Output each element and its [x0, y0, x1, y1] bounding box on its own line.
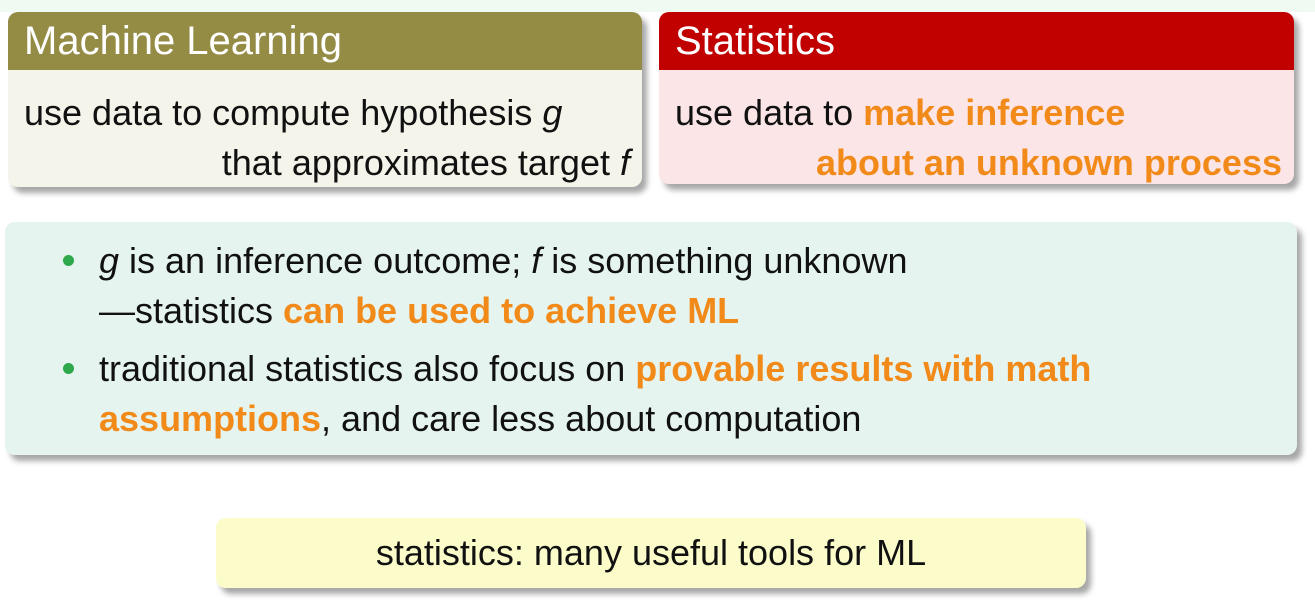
bullet1-highlight: can be used to achieve ML	[283, 290, 740, 331]
stat-definition-line-1: use data to make inference	[675, 88, 1294, 138]
bullet2-text-2: , and care less about computation	[321, 398, 862, 439]
stat-definition-line-2: about an unknown process	[675, 138, 1294, 184]
stat-line1-text: use data to	[675, 92, 864, 133]
machine-learning-title: Machine Learning	[8, 12, 642, 70]
list-item: traditional statistics also focus on pro…	[63, 344, 1297, 444]
list-item: g is an inference outcome; f is somethin…	[63, 236, 1297, 336]
notes-list: g is an inference outcome; f is somethin…	[5, 222, 1297, 444]
bullet1-text-2: is something unknown	[541, 240, 908, 281]
comparison-notes-block: g is an inference outcome; f is somethin…	[5, 222, 1297, 455]
bullet1-text-1: is an inference outcome;	[119, 240, 532, 281]
bullet2-text-1: traditional statistics also focus on	[99, 348, 636, 389]
bullet-dot-icon	[63, 363, 74, 374]
target-variable: f	[619, 142, 630, 183]
target-variable: f	[531, 240, 542, 281]
ml-line1-text: use data to compute hypothesis	[24, 92, 543, 133]
bullet-dot-icon	[63, 255, 74, 266]
statistics-definition: use data to make inference about an unkn…	[659, 70, 1294, 184]
machine-learning-block: Machine Learning use data to compute hyp…	[8, 12, 642, 187]
statistics-title: Statistics	[659, 12, 1294, 70]
ml-definition-line-2: that approximates target f	[24, 138, 642, 187]
ml-definition-line-1: use data to compute hypothesis g	[24, 88, 642, 138]
bullet2-highlight: provable results with math assumptions	[99, 348, 1092, 439]
machine-learning-definition: use data to compute hypothesis g that ap…	[8, 70, 642, 187]
bullet1-line2-text: —statistics	[99, 290, 284, 331]
stat-highlight-1: make inference	[863, 92, 1126, 133]
statistics-block: Statistics use data to make inference ab…	[659, 12, 1294, 184]
conclusion-box: statistics: many useful tools for ML	[216, 518, 1086, 588]
stat-highlight-2: about an unknown process	[815, 142, 1282, 183]
ml-line2-text: that approximates target	[221, 142, 620, 183]
hypothesis-variable: g	[99, 240, 120, 281]
top-background-band	[0, 0, 1315, 12]
hypothesis-variable: g	[542, 92, 563, 133]
